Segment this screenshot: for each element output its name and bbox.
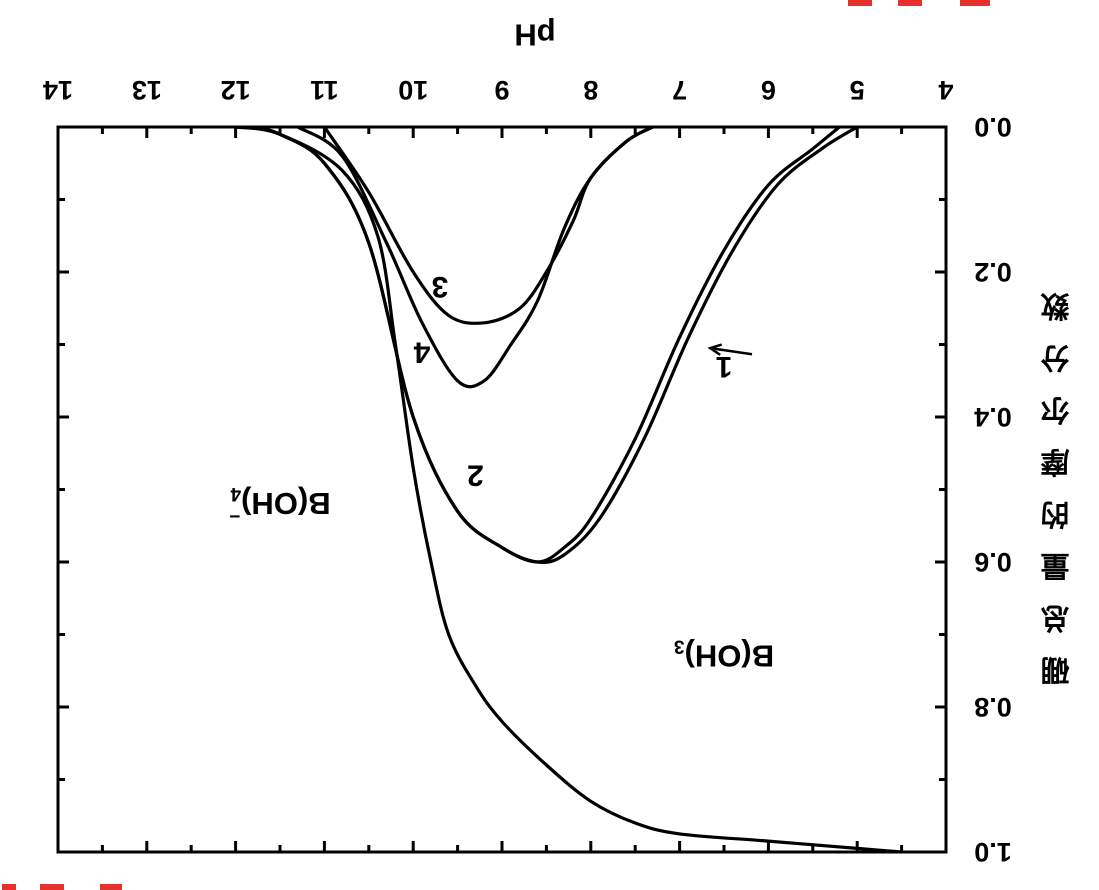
plot-area [56, 125, 948, 854]
region-label-superscript: − [229, 506, 240, 527]
x-tick-label: 8 [583, 75, 598, 105]
region-label-subscript: 4 [230, 484, 241, 505]
plot-frame [56, 125, 948, 854]
region-label: B(OH)4− [229, 484, 330, 527]
curve-label-1: 1 [716, 350, 733, 383]
curve-label-4: 4 [413, 335, 430, 368]
red-mark-bottom-left-1 [2, 884, 16, 890]
y-tick-label: 1.0 [974, 837, 1012, 867]
curve-1 [252, 125, 841, 564]
region-label-subscript: 3 [674, 636, 685, 657]
curve-dissociation [235, 125, 902, 854]
x-tick-label: 13 [132, 75, 162, 105]
y-tick-label: 0.4 [974, 402, 1012, 432]
y-axis-title-char: 总 [1040, 601, 1069, 635]
y-axis-title-char: 尔 [1040, 393, 1069, 427]
labels: 45678910111213140.00.20.40.60.81.0pH硼总量的… [43, 18, 1070, 868]
y-axis-title-char: 硼 [1040, 653, 1069, 687]
region-label-text: B(OH)3 [674, 636, 774, 674]
region-label-text: B(OH)4− [229, 484, 330, 527]
x-tick-label: 10 [398, 75, 428, 105]
x-tick-label: 6 [761, 75, 776, 105]
curve-4 [296, 125, 654, 389]
y-tick-label: 0.0 [974, 112, 1012, 142]
y-axis-title-char: 分 [1040, 341, 1069, 375]
y-axis-title-char: 的 [1040, 497, 1069, 531]
x-tick-label: 4 [938, 75, 953, 105]
label-1-arrow [710, 346, 753, 356]
axis-ticks [56, 125, 948, 854]
curve-2 [252, 125, 859, 564]
red-mark-top-right-2 [898, 0, 922, 6]
y-axis-title-char: 量 [1040, 549, 1069, 583]
label-1-arrowhead [707, 343, 723, 356]
x-tick-label: 11 [310, 75, 339, 105]
x-tick-label: 5 [850, 75, 865, 105]
y-axis-title-char: 数 [1040, 289, 1070, 323]
x-tick-label: 9 [494, 75, 509, 105]
region-label: B(OH)3 [674, 636, 774, 674]
y-axis-title-char: 摩 [1040, 445, 1069, 479]
x-tick-label: 14 [43, 75, 73, 105]
curves [235, 125, 902, 854]
red-mark-bottom-left-2 [40, 884, 64, 890]
x-tick-label: 7 [672, 75, 687, 105]
red-mark-top-right-1 [848, 0, 872, 6]
region-label-main: B(OH) [241, 487, 331, 522]
x-tick-label: 12 [221, 75, 251, 105]
curve-label-2: 2 [467, 459, 484, 492]
red-mark-top-right-3 [960, 0, 990, 6]
x-axis-title: pH [514, 18, 555, 53]
y-tick-label: 0.6 [974, 547, 1012, 577]
curve-label-3: 3 [431, 270, 448, 303]
y-tick-label: 0.8 [974, 692, 1012, 722]
y-tick-label: 0.2 [974, 257, 1012, 287]
region-label-main: B(OH) [685, 639, 775, 674]
red-mark-bottom-left-3 [100, 884, 122, 890]
